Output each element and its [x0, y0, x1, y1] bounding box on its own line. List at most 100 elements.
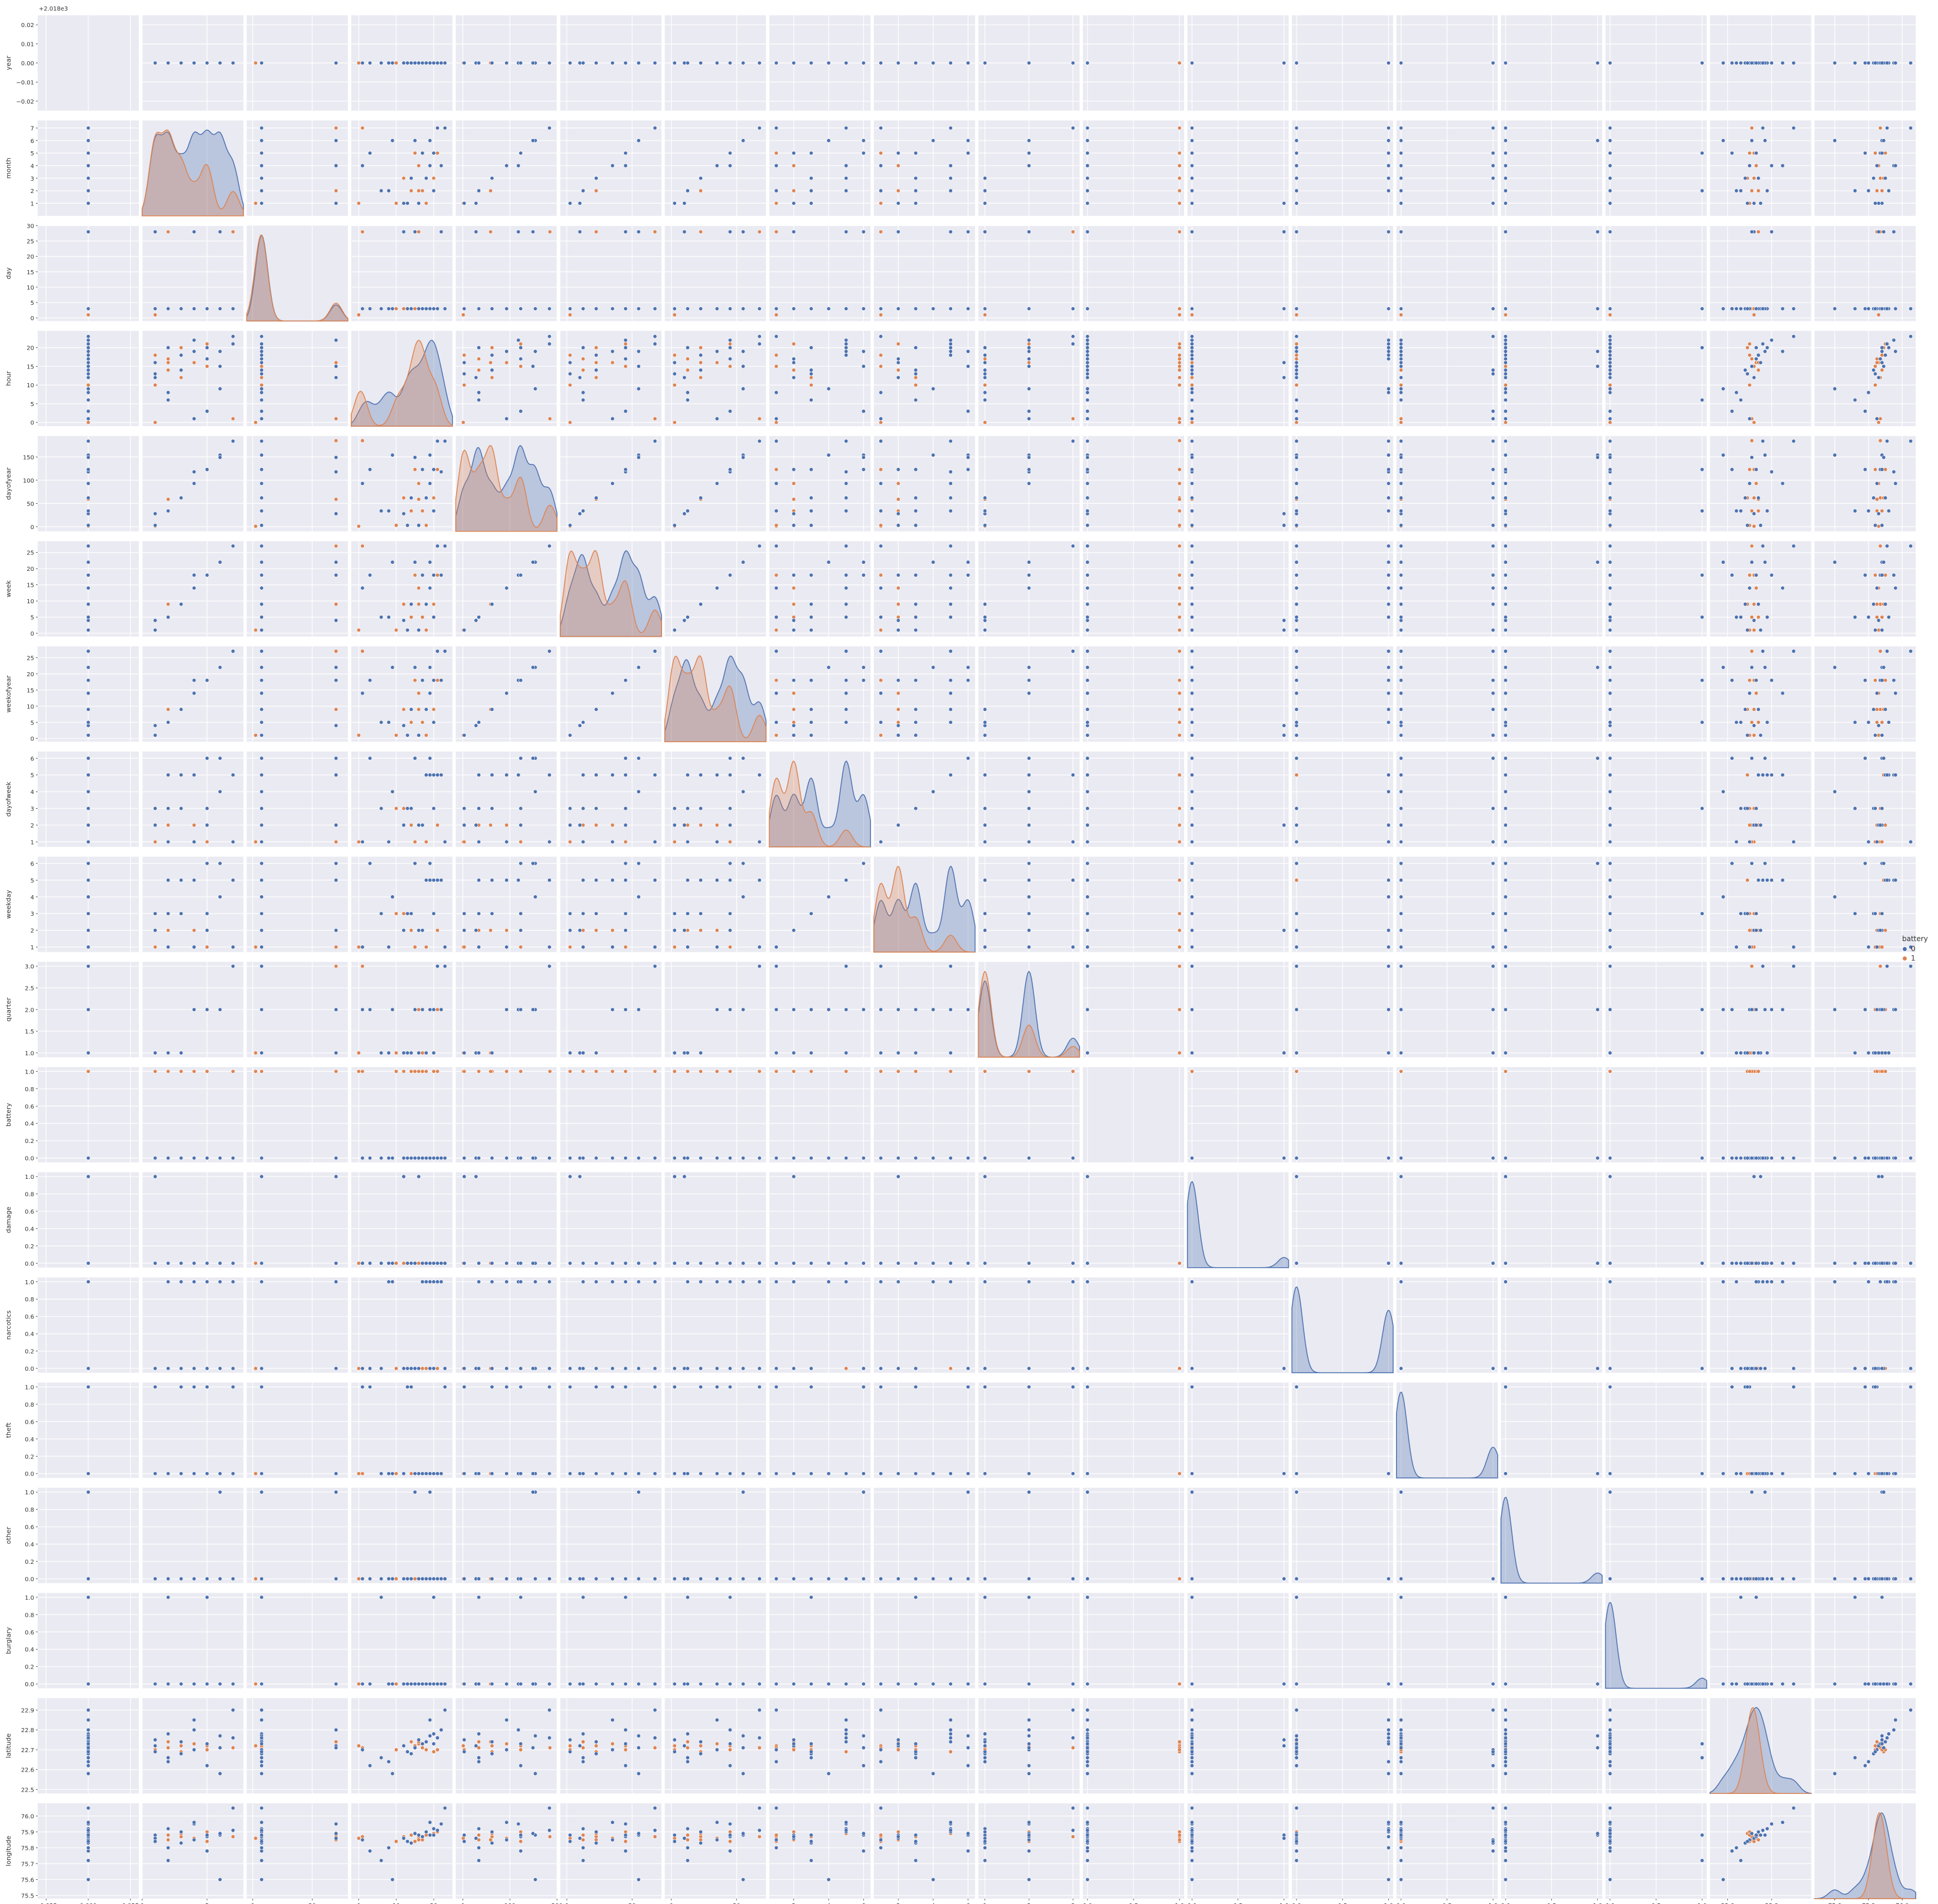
ytick-label-day: 0 [31, 315, 34, 322]
point-hour-month-30 [192, 349, 197, 354]
panel-month-vs-quarter [978, 120, 1080, 216]
point-hour-theft-27 [1491, 371, 1495, 376]
point-dayofyear-longitude-9 [1878, 438, 1883, 443]
point-day-longitude-20 [1876, 230, 1881, 234]
point-week-hour-8 [435, 573, 440, 577]
point-dayofyear-latitude-22 [1756, 496, 1761, 500]
point-year-month-22 [179, 61, 184, 65]
ylabel-month: month [5, 158, 12, 179]
point-day-hour-21 [379, 306, 384, 311]
panel-day-vs-hour [351, 225, 453, 321]
point-month-narcotics-29 [1294, 151, 1299, 155]
point-dayofyear-hour-0 [357, 524, 361, 529]
point-month-longitude-19 [1909, 125, 1913, 130]
panel-week-vs-burglary [1605, 541, 1707, 637]
point-hour-battery-21 [1085, 398, 1090, 403]
point-dayofyear-theft-19 [1491, 438, 1495, 443]
point-hour-weekofyear-30 [714, 349, 719, 354]
point-day-weekday-20 [896, 230, 900, 234]
point-dayofyear-longitude-7 [1873, 467, 1877, 472]
point-week-hour-23 [360, 586, 365, 590]
panel-day-vs-dayofyear [456, 225, 558, 321]
point-month-year-22 [86, 176, 91, 181]
point-week-latitude-27 [1745, 628, 1750, 633]
point-day-dayofyear-26 [547, 306, 552, 311]
point-year-dayofyear-28 [477, 61, 481, 65]
point-hour-weekday-29 [913, 345, 918, 350]
point-day-longitude-26 [1884, 306, 1889, 311]
point-hour-longitude-21 [1853, 398, 1857, 403]
panel-year-vs-quarter [978, 15, 1080, 111]
point-hour-quarter-19 [1071, 334, 1075, 339]
point-dayofyear-damage-26 [1189, 438, 1194, 443]
point-day-other-30 [1503, 306, 1508, 311]
point-month-hour-30 [428, 163, 433, 168]
point-hour-dayofweek-29 [809, 345, 813, 350]
point-dayofyear-day-30 [259, 481, 264, 486]
point-hour-week-13 [581, 345, 586, 350]
point-weekofyear-month-29 [205, 678, 210, 683]
point-hour-weekofyear-14 [699, 368, 703, 373]
point-hour-damage-16 [1189, 409, 1194, 414]
point-dayofyear-latitude-30 [1780, 481, 1785, 486]
point-weekofyear-day-20 [334, 723, 338, 728]
point-hour-damage-19 [1189, 334, 1194, 339]
point-weekofyear-dayofweek-28 [774, 720, 779, 725]
point-hour-month-4 [179, 376, 184, 380]
point-day-burglary-25 [1608, 230, 1613, 234]
point-dayofyear-theft-23 [1491, 481, 1495, 486]
point-week-dayofweek-30 [844, 586, 849, 590]
point-hour-week-3 [581, 357, 586, 361]
point-dayofyear-damage-29 [1189, 467, 1194, 472]
point-hour-damage-21 [1189, 398, 1194, 403]
point-dayofyear-longitude-12 [1880, 523, 1884, 528]
point-hour-week-7 [623, 364, 628, 368]
point-hour-theft-9 [1399, 416, 1404, 421]
point-month-burglary-29 [1700, 151, 1704, 155]
point-weekofyear-theft-23 [1491, 691, 1495, 696]
point-day-hour-0 [357, 313, 361, 317]
panel-hour-vs-month [142, 331, 244, 427]
point-hour-week-28 [581, 390, 586, 395]
point-day-week-0 [568, 313, 573, 317]
point-month-longitude-10 [1874, 188, 1879, 193]
point-week-other-27 [1503, 628, 1508, 633]
panel-year-vs-weekday [873, 15, 975, 111]
point-hour-other-1 [1503, 383, 1508, 387]
point-dayofyear-damage-30 [1189, 481, 1194, 486]
point-week-month-26 [231, 544, 235, 549]
point-month-quarter-22 [983, 176, 988, 181]
point-hour-damage-23 [1189, 416, 1194, 421]
point-hour-year-30 [86, 349, 91, 354]
point-weekofyear-dayofweek-7 [774, 678, 779, 683]
point-hour-day-14 [259, 368, 264, 373]
point-hour-dayofyear-30 [504, 349, 509, 354]
point-dayofyear-burglary-26 [1608, 438, 1613, 443]
point-month-other-26 [1503, 125, 1508, 130]
point-year-hour-24 [420, 61, 425, 65]
point-day-dayofweek-24 [792, 306, 796, 311]
ytick-label-month: 1 [31, 201, 34, 207]
point-month-weekday-25 [966, 138, 970, 143]
point-month-weekday-10 [896, 188, 900, 193]
point-weekofyear-hour-5 [431, 707, 436, 712]
point-weekofyear-day-18 [259, 665, 264, 670]
point-month-hour-29 [431, 151, 436, 155]
point-week-hour-4 [401, 602, 406, 607]
panel-day-vs-weekofyear [664, 225, 766, 321]
point-dayofyear-hour-16 [368, 467, 373, 472]
point-day-other-25 [1595, 230, 1600, 234]
point-weekofyear-hour-1 [394, 733, 398, 737]
point-month-other-18 [1503, 138, 1508, 143]
point-day-latitude-10 [1756, 230, 1761, 234]
point-dayofyear-damage-25 [1189, 455, 1194, 460]
point-day-dayofyear-9 [547, 230, 552, 234]
point-week-weekday-6 [896, 586, 900, 590]
point-year-weekofyear-27 [672, 61, 677, 65]
point-weekofyear-weekday-21 [913, 720, 918, 725]
panel-weekofyear-vs-dayofweek [769, 646, 871, 742]
point-week-weekday-7 [879, 573, 883, 577]
point-weekofyear-dayofweek-21 [809, 720, 813, 725]
point-weekofyear-hour-13 [431, 720, 436, 725]
point-week-weekday-23 [879, 586, 883, 590]
